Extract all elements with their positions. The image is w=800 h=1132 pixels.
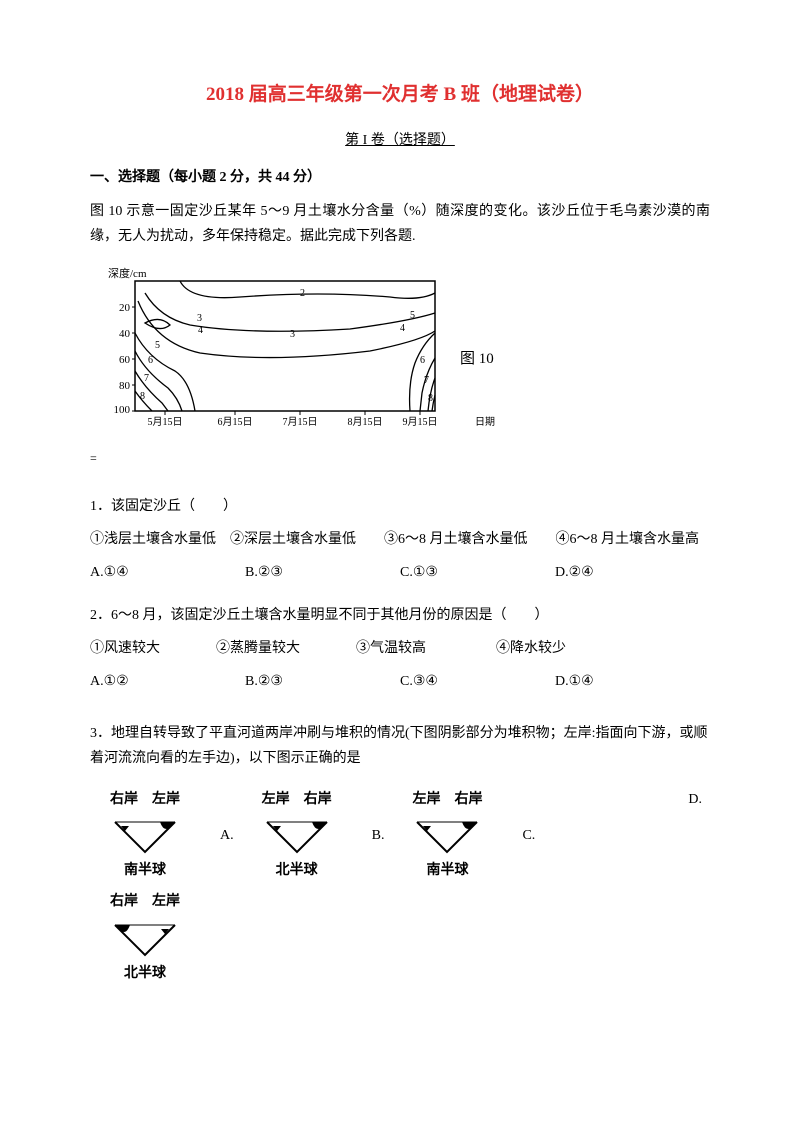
section-header: 一、选择题（每小题 2 分，共 44 分）: [90, 165, 710, 190]
q2-stem: 2．6～8 月，该固定沙丘土壤含水量明显不同于其他月份的原因是（ ）: [90, 603, 710, 628]
q3-stem: 3．地理自转导致了平直河道两岸冲刷与堆积的情况(下图阴影部分为堆积物；左岸:指面…: [90, 721, 710, 771]
svg-text:60: 60: [119, 354, 131, 366]
q1-opt-b: B.②③: [245, 560, 400, 585]
exam-title: 2018 届高三年级第一次月考 B 班（地理试卷）: [90, 78, 710, 112]
q2-opt-a: A.①②: [90, 669, 245, 694]
svg-text:7: 7: [424, 375, 429, 386]
river-diagram-3: 左岸 右岸 南半球: [392, 787, 502, 883]
eq-mark: =: [90, 448, 710, 470]
q1-opt-a: A.①④: [90, 560, 245, 585]
svg-text:8: 8: [428, 393, 433, 404]
svg-text:7: 7: [144, 373, 149, 384]
river-diagram-1: 右岸 左岸 南半球: [90, 787, 200, 883]
y-axis-label: 深度/cm: [108, 266, 147, 280]
svg-text:3: 3: [197, 313, 202, 324]
q2-opt-b: B.②③: [245, 669, 400, 694]
svg-text:8: 8: [140, 391, 145, 402]
q3-opt-a: 右岸 左岸 南半球 A.: [90, 787, 242, 883]
svg-text:8月15日: 8月15日: [348, 416, 383, 428]
q1-opt-d: D.②④: [555, 560, 710, 585]
q3-opt-c: 左岸 右岸 南半球 C.: [392, 787, 543, 883]
q2-options: A.①② B.②③ C.③④ D.①④: [90, 669, 710, 694]
q3-opt-b: 左岸 右岸 北半球 B.: [242, 787, 393, 883]
q2-opt-c: C.③④: [400, 669, 555, 694]
q2-sub-options: ①风速较大 ②蒸腾量较大 ③气温较高 ④降水较少: [90, 636, 710, 661]
svg-text:100: 100: [114, 404, 131, 416]
svg-text:6: 6: [148, 355, 153, 366]
q1-opt-c: C.①③: [400, 560, 555, 585]
svg-text:3: 3: [290, 329, 295, 340]
q1-stem: 1．该固定沙丘（ ）: [90, 494, 710, 519]
svg-text:6月15日: 6月15日: [218, 416, 253, 428]
svg-text:20: 20: [119, 302, 131, 314]
svg-text:5: 5: [155, 340, 160, 351]
q3-options-row: 右岸 左岸 南半球 A. 左岸 右岸 北半球 B. 左岸 右岸: [90, 787, 710, 883]
q1-options: A.①④ B.②③ C.①③ D.②④: [90, 560, 710, 585]
q2-opt-d: D.①④: [555, 669, 710, 694]
intro-paragraph: 图 10 示意一固定沙丘某年 5～9 月土壤水分含量（%）随深度的变化。该沙丘位…: [90, 199, 710, 249]
q3-letter-d: D.: [688, 787, 702, 812]
svg-text:4: 4: [198, 325, 203, 336]
svg-text:5: 5: [410, 310, 415, 321]
svg-text:7月15日: 7月15日: [283, 416, 318, 428]
figure-10: 深度/cm 20 40 60 80 100 5月15日 6月15日 7月15日 …: [90, 263, 710, 438]
x-axis-label: 日期: [475, 416, 495, 428]
exam-subtitle: 第 I 卷（选择题）: [90, 128, 710, 153]
svg-text:80: 80: [119, 380, 131, 392]
svg-text:40: 40: [119, 328, 131, 340]
q3-letter-a: A.: [220, 823, 234, 848]
svg-text:6: 6: [420, 355, 425, 366]
q3-letter-b: B.: [372, 823, 385, 848]
svg-text:4: 4: [400, 323, 405, 334]
q1-sub-options: ①浅层土壤含水量低 ②深层土壤含水量低 ③6～8 月土壤含水量低 ④6～8 月土…: [90, 527, 710, 552]
river-diagram-4: 右岸 左岸 北半球: [90, 889, 200, 985]
q3-opt-d-row: 右岸 左岸 北半球: [90, 889, 710, 985]
svg-text:2: 2: [300, 288, 305, 299]
svg-text:9月15日: 9月15日: [403, 416, 438, 428]
river-diagram-2: 左岸 右岸 北半球: [242, 787, 352, 883]
q3-letter-c: C.: [522, 823, 535, 848]
figure-caption: 图 10: [460, 350, 494, 367]
svg-text:5月15日: 5月15日: [148, 416, 183, 428]
